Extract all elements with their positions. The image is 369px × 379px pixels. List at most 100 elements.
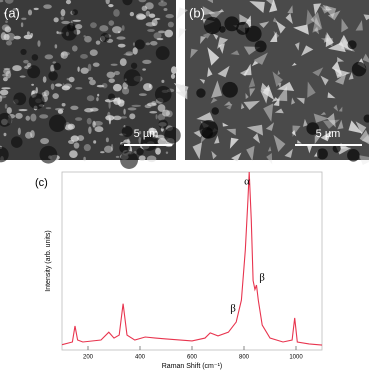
grain: [161, 79, 165, 84]
grain: [170, 66, 177, 74]
grain: [164, 29, 174, 38]
x-tick-label: 400: [135, 355, 146, 361]
flake: [230, 50, 240, 56]
grain: [4, 0, 14, 4]
grain: [113, 9, 120, 17]
grain: [75, 86, 83, 90]
flake: [211, 80, 223, 98]
grain: [123, 53, 133, 56]
texture: [0, 0, 369, 169]
grain: [21, 17, 27, 20]
flake: [358, 155, 369, 166]
pore: [20, 48, 27, 56]
grain: [33, 7, 39, 11]
grain: [61, 85, 71, 91]
grain: [132, 47, 138, 55]
grain: [18, 108, 28, 112]
pore: [332, 144, 341, 153]
pore: [0, 112, 12, 127]
grain: [147, 28, 155, 32]
pore: [123, 69, 141, 87]
grain: [20, 22, 24, 28]
pore: [108, 93, 116, 101]
flake: [291, 62, 297, 67]
grain: [80, 53, 88, 59]
x-tick-label: 800: [239, 355, 250, 361]
flake: [274, 108, 284, 114]
grain: [4, 26, 12, 33]
pore: [211, 107, 219, 115]
scale-label: 5 µm: [316, 128, 341, 140]
flake: [248, 77, 256, 88]
grain: [43, 90, 50, 97]
grain: [60, 51, 68, 59]
pore: [121, 125, 133, 138]
grain: [160, 0, 164, 3]
grain: [145, 2, 154, 10]
flake: [294, 42, 300, 51]
flake: [251, 60, 259, 67]
grain: [30, 113, 37, 122]
flake: [192, 142, 203, 160]
grain: [105, 0, 110, 5]
grain: [138, 136, 142, 144]
grain: [86, 117, 92, 125]
pore: [120, 151, 139, 169]
grain: [149, 110, 158, 114]
pore: [347, 40, 357, 50]
flake: [223, 101, 232, 106]
flake: [217, 65, 230, 78]
grain: [92, 62, 100, 67]
pore: [48, 71, 58, 81]
pore: [11, 136, 23, 148]
grain: [93, 140, 97, 144]
flake: [226, 128, 236, 136]
panel-label: (b): [189, 5, 205, 20]
flake: [363, 14, 369, 21]
grain: [142, 68, 146, 71]
x-axis-label: Raman Shift (cm⁻¹): [162, 363, 222, 370]
flake: [306, 9, 315, 26]
grain: [12, 8, 19, 11]
grain: [53, 17, 59, 23]
grain: [156, 37, 164, 41]
grain: [12, 65, 22, 72]
flake: [239, 13, 252, 23]
flake: [337, 119, 344, 130]
grain: [4, 103, 8, 109]
grain: [70, 135, 79, 142]
pore: [154, 85, 172, 103]
flake: [313, 113, 329, 123]
flake: [176, 7, 188, 20]
flake: [239, 68, 250, 77]
pore: [351, 61, 367, 77]
grain: [163, 7, 168, 11]
flake: [267, 146, 272, 152]
flake: [292, 125, 301, 137]
grain: [150, 40, 158, 46]
grain: [112, 83, 122, 92]
flake: [312, 67, 324, 77]
pore: [316, 148, 328, 160]
grain: [157, 104, 166, 112]
spectrum-line: [61, 171, 323, 346]
grain: [86, 95, 95, 102]
grain: [99, 25, 109, 32]
flake: [253, 52, 268, 65]
grain: [131, 104, 142, 107]
flake: [359, 129, 369, 145]
grain: [83, 156, 86, 162]
grain: [75, 117, 83, 121]
grain: [3, 67, 11, 70]
grain: [97, 93, 100, 97]
pore: [0, 146, 9, 163]
pore: [224, 16, 240, 32]
grain: [84, 35, 92, 43]
grain: [13, 35, 21, 40]
flake: [337, 57, 345, 62]
flake: [291, 97, 296, 105]
flake: [272, 71, 283, 87]
grain: [43, 4, 52, 9]
grain: [156, 134, 165, 139]
grain: [27, 9, 33, 16]
